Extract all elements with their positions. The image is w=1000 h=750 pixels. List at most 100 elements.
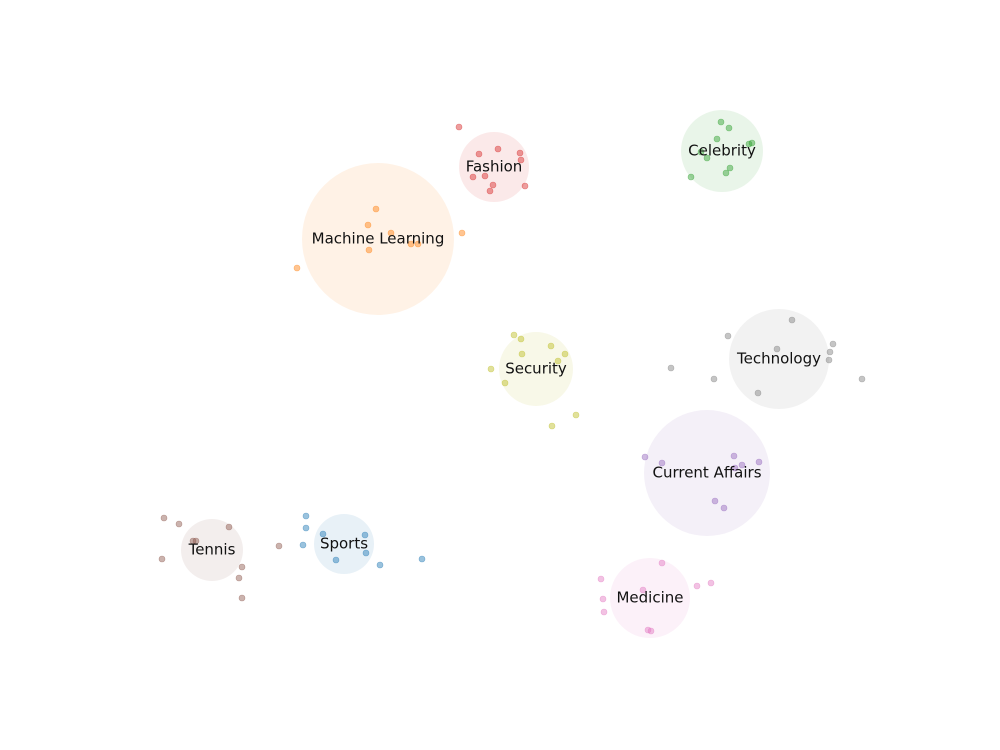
- data-point-current-affairs-3: [738, 461, 746, 469]
- data-point-celebrity-3: [703, 154, 711, 162]
- data-point-technology-1: [710, 375, 718, 383]
- data-point-machine-learning-1: [365, 246, 373, 254]
- data-point-security-6: [561, 350, 569, 358]
- data-point-security-5: [518, 350, 526, 358]
- data-point-current-affairs-1: [711, 497, 719, 505]
- data-point-security-7: [547, 342, 555, 350]
- data-point-technology-2: [858, 375, 866, 383]
- cluster-label-machine-learning: Machine Learning: [312, 230, 445, 248]
- data-point-sports-1: [376, 561, 384, 569]
- cluster-bubble-current-affairs: [644, 410, 770, 536]
- data-point-current-affairs-2: [731, 464, 739, 472]
- data-point-fashion-5: [517, 156, 525, 164]
- data-point-medicine-3: [599, 595, 607, 603]
- cluster-bubble-fashion: [459, 132, 529, 202]
- cluster-bubble-security: [499, 332, 573, 406]
- cluster-bubble-technology: [729, 309, 829, 409]
- data-point-machine-learning-5: [458, 229, 466, 237]
- data-point-sports-5: [319, 530, 327, 538]
- data-point-sports-3: [362, 549, 370, 557]
- data-point-medicine-5: [693, 582, 701, 590]
- data-point-medicine-7: [597, 575, 605, 583]
- cluster-label-technology: Technology: [736, 350, 821, 368]
- data-point-celebrity-6: [748, 139, 756, 147]
- cluster-label-celebrity: Celebrity: [688, 142, 756, 160]
- data-point-machine-learning-0: [293, 264, 301, 272]
- data-point-celebrity-0: [687, 173, 695, 181]
- data-point-current-affairs-5: [755, 458, 763, 466]
- data-point-technology-4: [825, 356, 833, 364]
- cluster-bubble-machine-learning: [302, 163, 454, 315]
- data-point-celebrity-8: [725, 124, 733, 132]
- data-point-security-9: [510, 331, 518, 339]
- data-point-sports-6: [361, 531, 369, 539]
- data-point-medicine-4: [639, 586, 647, 594]
- data-point-celebrity-9: [717, 118, 725, 126]
- data-point-current-affairs-7: [730, 452, 738, 460]
- data-point-fashion-9: [455, 123, 463, 131]
- data-point-security-3: [487, 365, 495, 373]
- data-point-tennis-1: [235, 574, 243, 582]
- data-point-fashion-7: [516, 149, 524, 157]
- data-point-technology-5: [826, 348, 834, 356]
- data-point-technology-7: [829, 340, 837, 348]
- data-point-security-0: [548, 422, 556, 430]
- data-point-medicine-8: [658, 559, 666, 567]
- cluster-bubbles: [181, 110, 829, 638]
- data-point-security-1: [572, 411, 580, 419]
- data-point-tennis-8: [175, 520, 183, 528]
- data-point-medicine-2: [600, 608, 608, 616]
- data-point-security-4: [554, 357, 562, 365]
- data-point-tennis-5: [192, 537, 200, 545]
- data-point-fashion-0: [486, 187, 494, 195]
- data-point-tennis-6: [275, 542, 283, 550]
- data-point-sports-0: [332, 556, 340, 564]
- data-point-sports-2: [418, 555, 426, 563]
- data-point-technology-8: [724, 332, 732, 340]
- data-point-celebrity-4: [697, 148, 705, 156]
- data-point-machine-learning-2: [407, 240, 415, 248]
- cluster-label-sports: Sports: [320, 535, 368, 553]
- data-point-tennis-9: [160, 514, 168, 522]
- data-point-current-affairs-4: [658, 459, 666, 467]
- data-point-fashion-1: [489, 181, 497, 189]
- cluster-label-security: Security: [505, 360, 567, 378]
- data-point-fashion-2: [521, 182, 529, 190]
- cluster-label-tennis: Tennis: [188, 541, 236, 559]
- data-point-tennis-7: [225, 523, 233, 531]
- data-point-medicine-6: [707, 579, 715, 587]
- cluster-label-fashion: Fashion: [466, 158, 523, 176]
- data-point-sports-7: [302, 524, 310, 532]
- data-point-tennis-3: [158, 555, 166, 563]
- cluster-label-medicine: Medicine: [616, 589, 683, 607]
- data-point-fashion-4: [481, 172, 489, 180]
- data-point-technology-3: [667, 364, 675, 372]
- cluster-label-current-affairs: Current Affairs: [652, 464, 761, 482]
- cluster-bubble-sports: [314, 514, 374, 574]
- data-point-current-affairs-6: [641, 453, 649, 461]
- data-point-machine-learning-4: [387, 229, 395, 237]
- data-point-celebrity-7: [713, 135, 721, 143]
- cluster-bubble-medicine: [610, 558, 690, 638]
- data-point-security-2: [501, 379, 509, 387]
- data-point-fashion-6: [475, 150, 483, 158]
- data-point-technology-0: [754, 389, 762, 397]
- data-point-tennis-0: [238, 594, 246, 602]
- data-point-celebrity-2: [726, 164, 734, 172]
- data-point-security-8: [517, 335, 525, 343]
- data-point-celebrity-1: [722, 169, 730, 177]
- data-point-tennis-2: [238, 563, 246, 571]
- data-point-fashion-8: [494, 145, 502, 153]
- data-point-current-affairs-0: [720, 504, 728, 512]
- cluster-bubble-celebrity: [681, 110, 763, 192]
- data-point-technology-9: [788, 316, 796, 324]
- data-point-machine-learning-3: [414, 240, 422, 248]
- cluster-points: [158, 118, 866, 635]
- cluster-bubble-tennis: [181, 519, 243, 581]
- data-point-machine-learning-6: [364, 221, 372, 229]
- cluster-labels: Tennis Sports Medicine Current Affairs Secur…: [188, 142, 822, 607]
- data-point-machine-learning-7: [372, 205, 380, 213]
- data-point-medicine-1: [647, 627, 655, 635]
- data-point-sports-8: [302, 512, 310, 520]
